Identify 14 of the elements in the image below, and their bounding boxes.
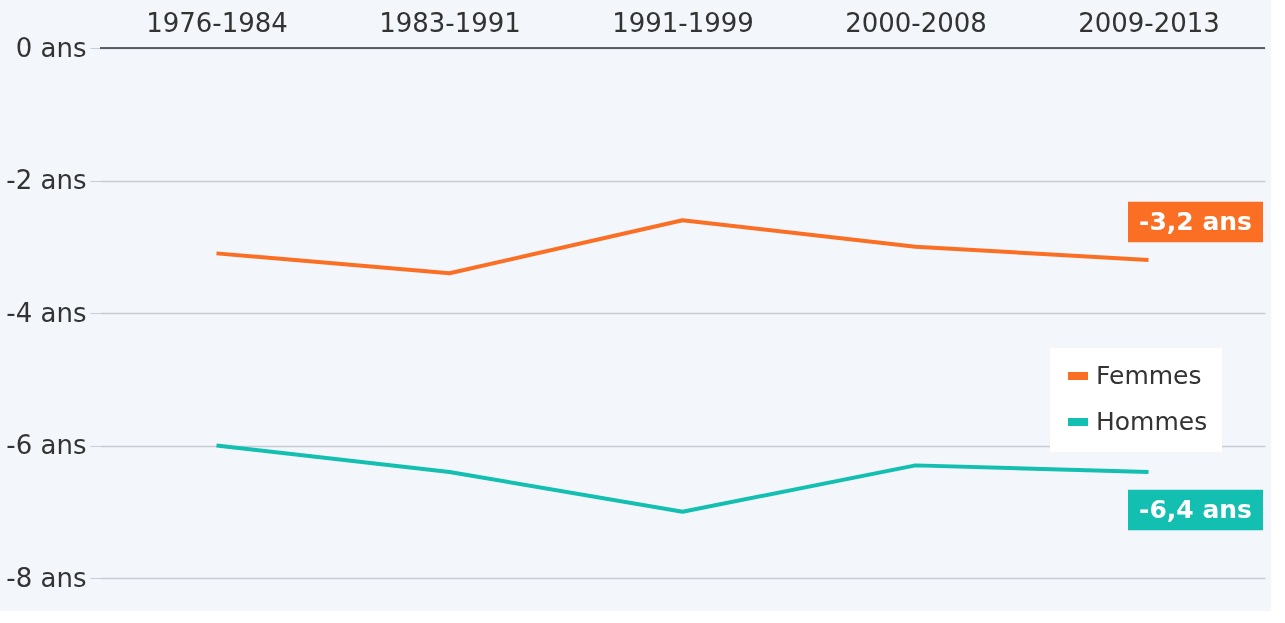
y-tick-label: -6 ans — [6, 430, 87, 460]
legend-label: Femmes — [1096, 361, 1202, 390]
legend-label: Hommes — [1096, 407, 1208, 436]
y-tick-label: -4 ans — [6, 297, 87, 328]
y-tick-label: -8 ans — [6, 562, 87, 593]
x-tick-label: 1976-1984 — [146, 7, 288, 38]
x-tick-label: 2009-2013 — [1078, 7, 1220, 38]
x-tick-label: 1991-1999 — [612, 7, 754, 38]
x-tick-label: 2000-2008 — [845, 7, 987, 38]
data-label: -3,2 ans — [1139, 207, 1252, 236]
y-tick-label: -2 ans — [6, 165, 87, 195]
data-label: -6,4 ans — [1139, 495, 1252, 524]
y-tick-label: 0 ans — [15, 32, 87, 63]
x-tick-label: 1983-1991 — [379, 7, 521, 38]
